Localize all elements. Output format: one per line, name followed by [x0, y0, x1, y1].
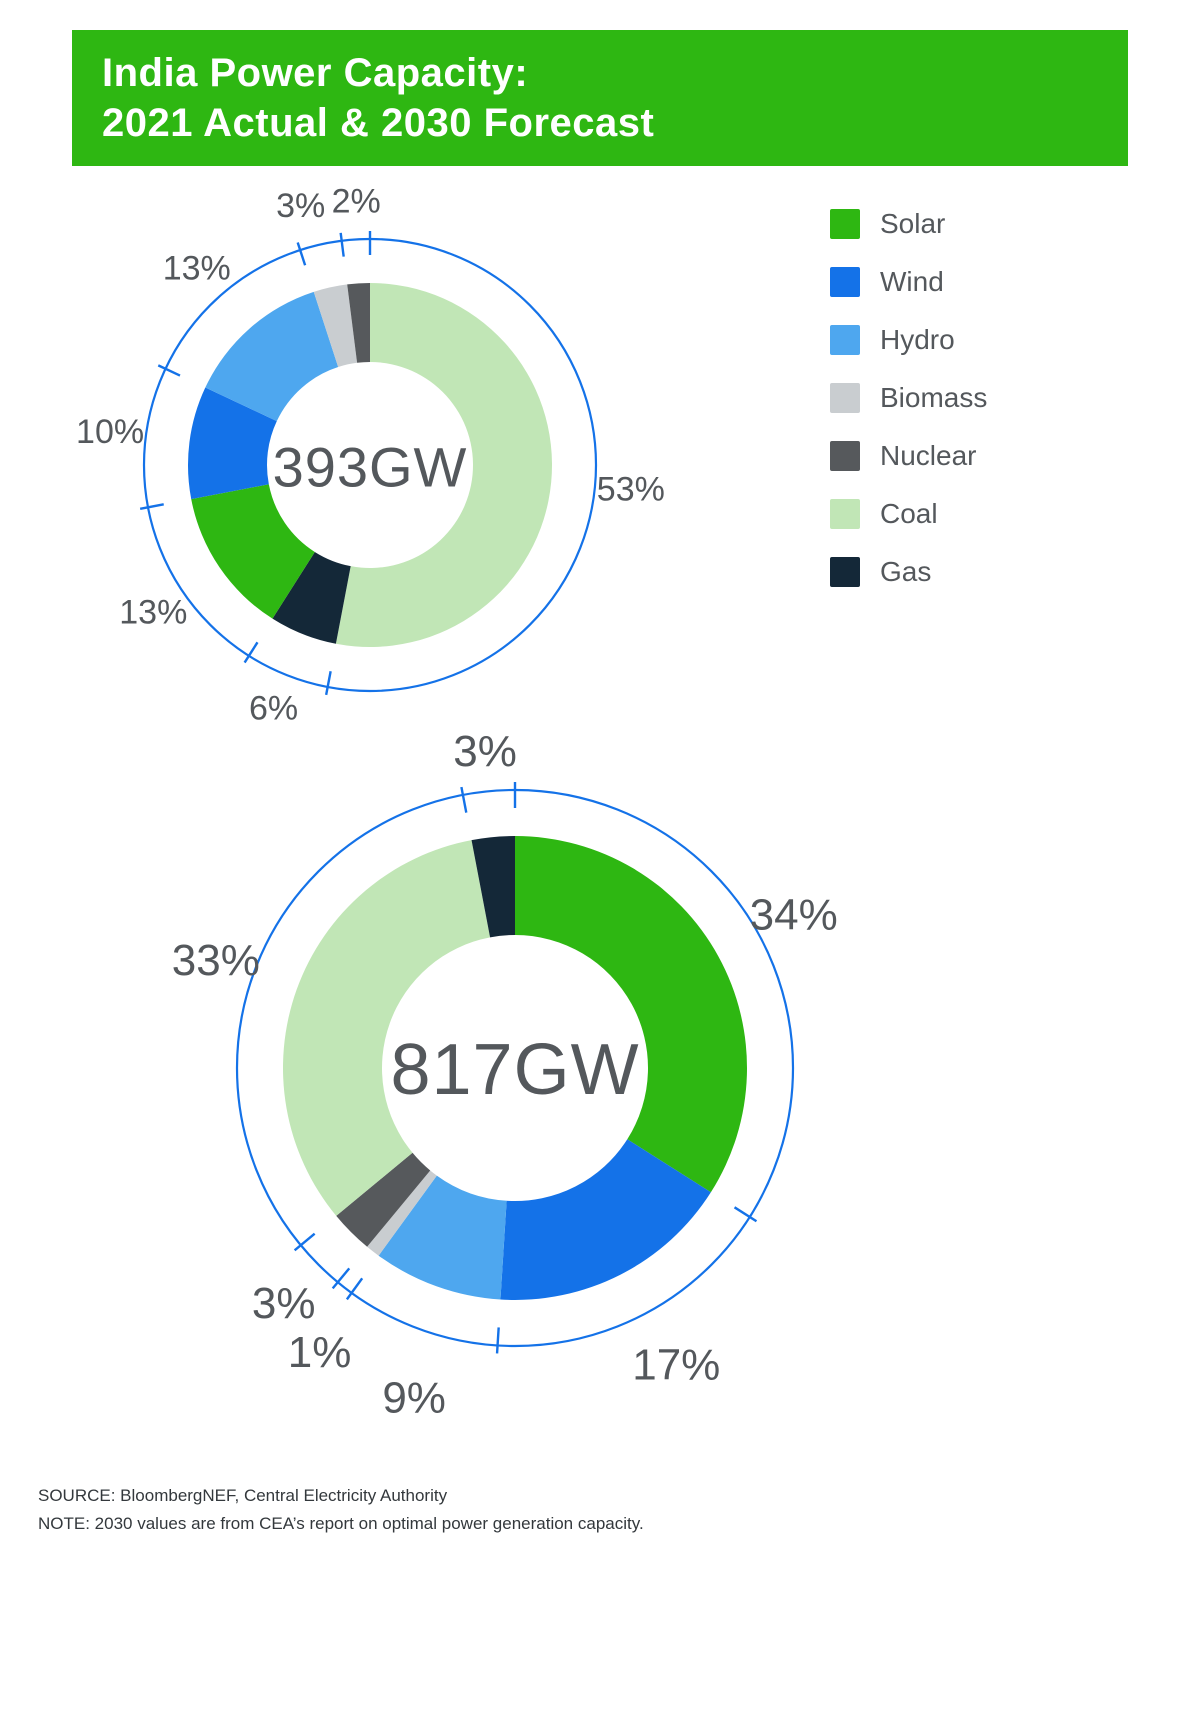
segment-boundary-tick [324, 671, 332, 696]
donut-segment-coal [335, 283, 553, 647]
donut-segment-hydro [378, 1175, 507, 1300]
percent-label-coal: 33% [172, 936, 260, 985]
percent-label-hydro: 9% [382, 1373, 446, 1422]
segment-boundary-tick [243, 641, 259, 664]
donut-chart-2030: 34%17%9%1%3%33%3%817GW [172, 727, 838, 1423]
source-note: SOURCE: BloombergNEF, Central Electricit… [38, 1486, 448, 1505]
header-banner: India Power Capacity: 2021 Actual & 2030… [72, 30, 1128, 166]
legend-label: Nuclear [880, 440, 977, 471]
donut-segment-biomass [367, 1170, 437, 1256]
page-title-line2: 2021 Actual & 2030 Forecast [102, 101, 655, 145]
percent-label-coal: 53% [597, 471, 665, 509]
percent-label-wind: 10% [76, 413, 144, 451]
donut-segment-gas [471, 836, 515, 938]
segment-boundary-tick [331, 1267, 351, 1290]
legend-label: Coal [880, 498, 938, 529]
wind-swatch [830, 267, 860, 297]
percent-label-biomass: 3% [276, 187, 325, 225]
donut-segment-coal [283, 840, 491, 1216]
legend-label: Biomass [880, 382, 988, 413]
legend-label: Wind [880, 266, 944, 297]
segment-boundary-tick [293, 1232, 316, 1252]
segment-boundary-tick [345, 1277, 364, 1301]
segment-boundary-tick [157, 364, 181, 377]
legend-label: Hydro [880, 324, 955, 355]
center-total-label: 817GW [390, 1030, 639, 1110]
percent-label-gas: 3% [453, 727, 517, 776]
methodology-note: NOTE: 2030 values are from CEA’s report … [38, 1514, 644, 1533]
center-total-label: 393GW [273, 436, 468, 499]
segment-boundary-tick [139, 503, 164, 511]
segment-boundary-tick [339, 232, 345, 257]
nuclear-swatch [830, 441, 860, 471]
legend-item-biomass: Biomass [830, 381, 987, 415]
donut-segment-nuclear [347, 283, 370, 363]
gas-swatch [830, 557, 860, 587]
percent-label-gas: 6% [249, 690, 298, 728]
donut-segment-biomass [313, 284, 358, 368]
legend: Solar Wind Hydro Biomass Nuclear Coal Gas [830, 207, 987, 613]
donut-segment-nuclear [336, 1152, 431, 1247]
donut-segment-hydro [205, 291, 339, 422]
legend-label: Gas [880, 556, 932, 587]
donut-segment-wind [188, 387, 277, 500]
legend-item-gas: Gas [830, 555, 987, 589]
footer: SOURCE: BloombergNEF, Central Electricit… [38, 1482, 644, 1538]
donut-chart-2021: 53% 6% 13% 10% 13% 3% 2% 393GW [76, 182, 665, 728]
legend-item-wind: Wind [830, 265, 987, 299]
solar-swatch [830, 209, 860, 239]
donut-segment-solar [515, 836, 747, 1193]
percent-label-biomass: 1% [288, 1328, 352, 1377]
legend-item-solar: Solar [830, 207, 987, 241]
segment-boundary-tick [296, 242, 307, 266]
percent-label-hydro: 13% [163, 249, 231, 287]
percent-label-solar: 13% [119, 593, 187, 631]
biomass-swatch [830, 383, 860, 413]
segment-boundary-tick [460, 786, 468, 813]
legend-item-nuclear: Nuclear [830, 439, 987, 473]
donut-segment-solar [191, 484, 315, 619]
segment-boundary-tick [733, 1206, 758, 1223]
percent-label-wind: 17% [632, 1341, 720, 1390]
hydro-swatch [830, 325, 860, 355]
legend-label: Solar [880, 208, 946, 239]
legend-item-coal: Coal [830, 497, 987, 531]
percent-label-solar: 34% [750, 890, 838, 939]
donut-segment-wind [500, 1139, 711, 1300]
coal-swatch [830, 499, 860, 529]
donut-segment-gas [272, 551, 351, 644]
percent-label-nuclear: 3% [252, 1279, 316, 1328]
legend-item-hydro: Hydro [830, 323, 987, 357]
page-title-line1: India Power Capacity: [102, 51, 529, 95]
segment-boundary-tick [495, 1327, 500, 1354]
percent-label-nuclear: 2% [332, 182, 381, 220]
